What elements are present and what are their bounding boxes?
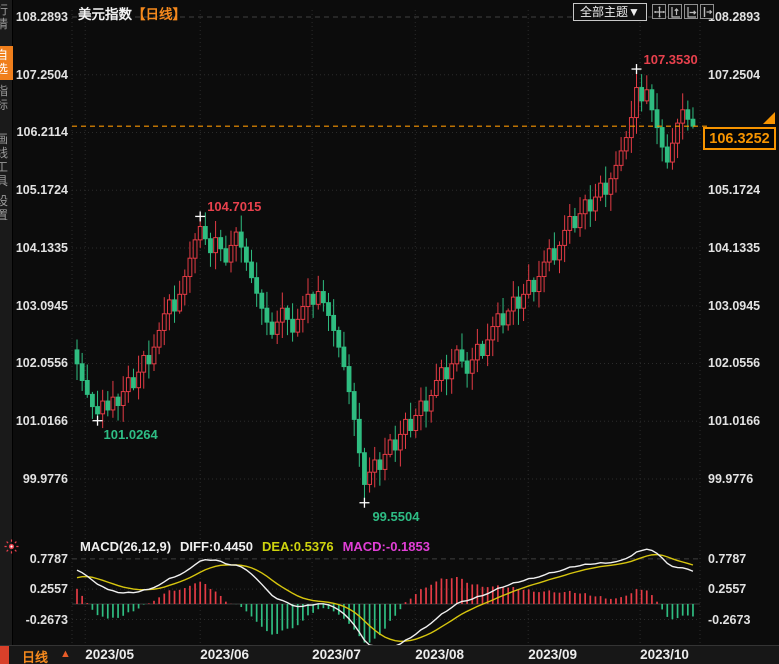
y-axis-label-right: 101.0166 [708,414,761,429]
sidebar-tab-5[interactable]: 设置 [0,194,8,222]
y-axis-label-left: 104.1335 [15,240,68,255]
y-axis-label-left: 108.2893 [15,10,68,24]
macd-formula: MACD(26,12,9) [80,539,172,554]
x-axis-label: 2023/05 [85,647,135,662]
fit-vertical-icon[interactable] [668,4,682,19]
y-axis-label-right: 107.2504 [708,67,761,82]
x-axis-label: 2023/09 [528,647,577,662]
period-selector[interactable]: 日线 [22,650,49,664]
x-axis-label: 2023/08 [415,647,465,662]
corner-red-block [0,646,9,664]
sidebar-tab-4[interactable]: 画线工具 [0,132,8,188]
time-axis-bar: 日线 ▲ [0,645,779,664]
period-tag: 【日线】 [132,7,186,22]
macd-axis-label-right: 0.2557 [708,582,747,597]
macd-axis-label-right: -0.2673 [708,612,751,627]
macd-dea-value: DEA:0.5376 [262,539,334,554]
macd-axis-label-left: 0.2557 [29,582,68,597]
pan-icon[interactable] [652,4,666,19]
y-axis-label-left: 103.0945 [15,298,68,313]
price-annotation: 101.0264 [103,426,158,442]
period-up-arrow-icon[interactable]: ▲ [60,648,71,660]
y-axis-label-left: 107.2504 [15,67,68,82]
y-axis-label-left: 105.1724 [15,183,68,198]
y-axis-label-right: 99.9776 [708,472,754,486]
y-axis-label-left: 106.2114 [16,125,68,140]
theme-dropdown-button[interactable]: 全部主题▼ [573,3,647,21]
fit-horizontal-icon[interactable] [684,4,698,19]
live-record-icon [4,539,19,559]
price-annotation: 104.7015 [207,199,262,215]
x-axis-label: 2023/10 [640,647,689,662]
y-axis-label-left: 99.9776 [22,472,68,486]
current-price-box: 106.3252 [703,127,776,150]
sidebar-tab-2-active[interactable]: 自选 [0,48,8,76]
x-axis-label: 2023/06 [200,647,249,662]
macd-axis-label-left: -0.2673 [25,612,68,627]
left-sidebar[interactable]: 行情 自选 指标 画线工具 设置 [0,0,13,664]
macd-diff-value: DIFF:0.4450 [180,539,254,554]
x-axis-label: 2023/07 [312,647,361,662]
goto-latest-icon[interactable] [700,4,714,19]
y-axis-label-left: 102.0556 [15,356,68,371]
latest-price-marker-icon [763,112,775,124]
sidebar-tab-3[interactable]: 指标 [0,84,8,112]
y-axis-label-right: 103.0945 [708,298,761,313]
y-axis-label-right: 108.2893 [708,10,761,24]
y-axis-label-left: 101.0166 [15,414,68,429]
price-annotation: 107.3530 [643,52,698,68]
sidebar-tab-1[interactable]: 行情 [0,3,8,31]
macd-indicator-header: MACD(26,12,9) DIFF:0.4450 DEA:0.5376 MACD:-… [80,539,439,554]
macd-axis-label-right: 0.7787 [708,551,747,566]
instrument-name: 美元指数 [78,7,132,22]
macd-macd-value: MACD:-0.1853 [342,539,430,554]
y-axis-label-right: 105.1724 [708,183,761,198]
macd-axis-label-left: 0.7787 [29,551,68,566]
price-annotation: 99.5504 [372,508,420,524]
y-axis-label-right: 104.1335 [708,240,761,255]
chart-title: 美元指数【日线】 [78,3,186,23]
sidebar-active-highlight [0,46,13,80]
y-axis-label-right: 102.0556 [708,356,761,371]
